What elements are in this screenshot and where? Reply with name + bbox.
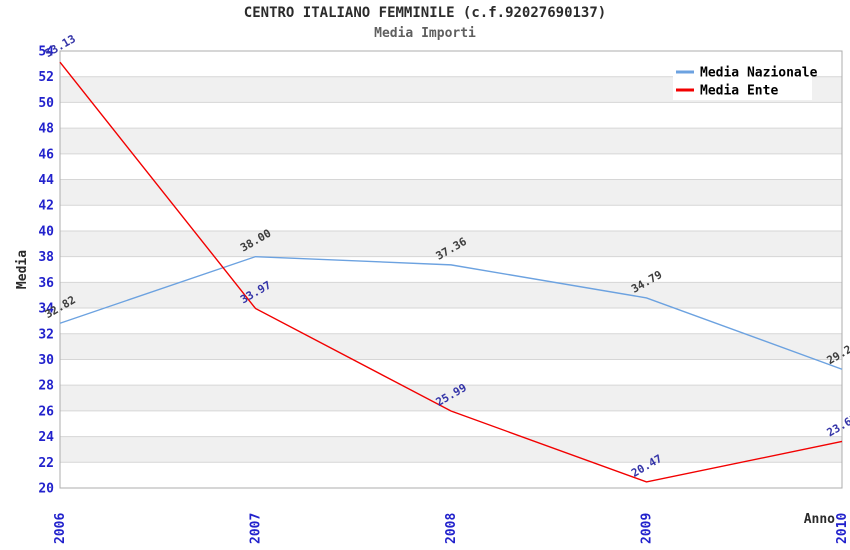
svg-text:32: 32 — [38, 327, 54, 342]
svg-text:54: 54 — [38, 45, 54, 60]
svg-text:26: 26 — [38, 404, 54, 419]
svg-text:2007: 2007 — [249, 513, 264, 544]
legend-label-0: Media Nazionale — [700, 66, 818, 81]
legend: Media Nazionale Media Ente — [673, 55, 818, 100]
series-line-media-ente — [59, 61, 843, 483]
svg-text:48: 48 — [38, 122, 54, 137]
chart-title: CENTRO ITALIANO FEMMINILE (c.f.920276901… — [243, 5, 607, 21]
x-axis-tick-labels: 2006 2007 2008 2009 2010 — [53, 513, 850, 544]
svg-text:42: 42 — [38, 199, 54, 214]
y-axis-title: Media — [15, 250, 30, 289]
svg-text:52: 52 — [38, 70, 54, 85]
chart-subtitle: Media Importi — [374, 26, 476, 41]
series-line-media-nazionale — [59, 255, 843, 370]
svg-text:2008: 2008 — [444, 513, 459, 544]
svg-text:36: 36 — [38, 276, 54, 291]
plot-background-bands — [60, 51, 842, 488]
plot-border — [59, 50, 843, 489]
svg-text:2010: 2010 — [835, 513, 850, 544]
svg-text:34: 34 — [38, 302, 54, 317]
svg-text:46: 46 — [38, 147, 54, 162]
svg-text:22: 22 — [38, 456, 54, 471]
svg-text:44: 44 — [38, 173, 54, 188]
svg-text:30: 30 — [38, 353, 54, 368]
svg-text:20: 20 — [38, 482, 54, 497]
svg-text:38: 38 — [38, 250, 54, 265]
legend-label-1: Media Ente — [700, 84, 778, 99]
x-axis-title: Anno — [804, 512, 835, 527]
svg-text:2009: 2009 — [640, 513, 655, 544]
svg-text:24: 24 — [38, 430, 54, 445]
svg-text:50: 50 — [38, 96, 54, 111]
y-axis-tick-labels: 20 22 24 26 28 30 32 34 36 38 40 42 44 46 48 50 52 54 — [38, 45, 54, 497]
svg-text:28: 28 — [38, 379, 54, 394]
svg-text:40: 40 — [38, 224, 54, 239]
svg-text:2006: 2006 — [53, 513, 68, 544]
